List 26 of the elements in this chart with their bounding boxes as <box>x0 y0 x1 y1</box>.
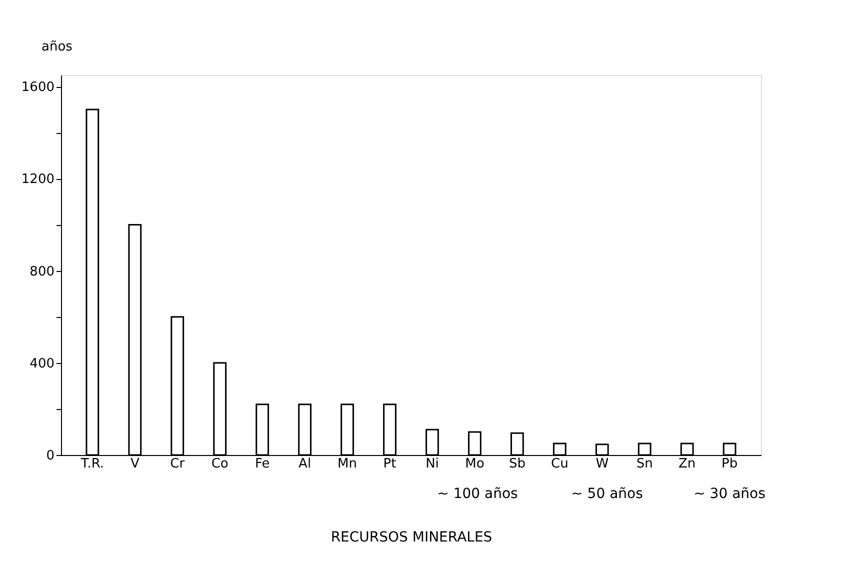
y-tick-label: 1200 <box>21 172 54 188</box>
y-tick-label: 800 <box>30 264 54 280</box>
x-tick-label: Cu <box>551 456 568 472</box>
y-tick-label: 400 <box>30 356 54 372</box>
x-tick-label: V <box>130 456 140 472</box>
x-tick-label: Al <box>298 456 312 472</box>
x-tick-label: Cr <box>170 456 186 472</box>
y-tick-label: 0 <box>46 448 54 464</box>
x-tick-label: Sn <box>636 456 653 472</box>
x-tick-label: Mn <box>338 456 358 472</box>
x-tick-label: Sb <box>508 456 526 472</box>
y-tick-label: 1600 <box>21 80 54 96</box>
x-tick-label: T.R. <box>80 456 104 472</box>
x-tick-label: Pt <box>383 456 396 472</box>
text: ~ 100 años <box>437 486 518 502</box>
x-axis-title: RECURSOS MINERALES <box>330 530 492 546</box>
x-tick-label: Mo <box>465 456 484 472</box>
x-tick-label: Fe <box>254 456 270 472</box>
x-tick-label: Co <box>211 456 228 472</box>
x-tick-label: Zn <box>678 456 696 472</box>
x-tick-label: Ni <box>426 456 439 472</box>
x-tick-label: Pb <box>722 456 738 472</box>
y-axis-title: años <box>42 40 73 54</box>
x-tick-label: W <box>596 456 609 472</box>
text: ~ 30 años <box>694 486 766 502</box>
text: ~ 50 años <box>571 486 643 502</box>
